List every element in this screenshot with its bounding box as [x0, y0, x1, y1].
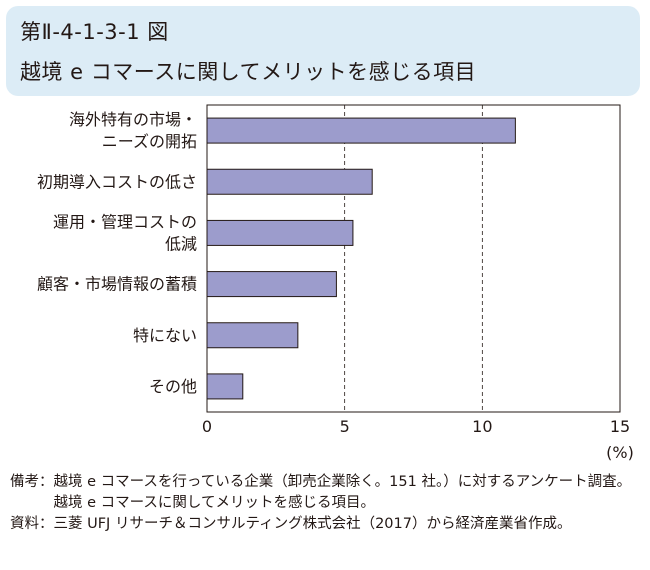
x-tick-label-0: 0 — [202, 417, 212, 436]
note-source: 資料： 三菱 UFJ リサーチ＆コンサルティング株式会社（2017）から経済産業… — [10, 514, 642, 535]
note-remarks: 備考： 越境 e コマースを行っている企業（卸売企業除く。151 社。）に対する… — [10, 472, 642, 514]
note-remarks-label: 備考： — [10, 474, 54, 490]
bar-3 — [206, 271, 337, 298]
category-label-0-1: ニーズの開拓 — [102, 132, 197, 151]
bar-1 — [206, 168, 373, 195]
x-tick-label-1: 5 — [340, 417, 350, 436]
category-label-2-0: 運用・管理コストの — [53, 212, 197, 231]
chart-title: 越境 e コマースに関してメリットを感じる項目 — [20, 60, 477, 84]
bar-chart: 海外特有の市場・ニーズの開拓初期導入コストの低さ運用・管理コストの低減顧客・市場… — [37, 104, 634, 462]
category-label-2-1: 低減 — [165, 234, 197, 253]
category-label-1: 初期導入コストの低さ — [37, 172, 197, 191]
bar-4 — [206, 322, 299, 349]
note-source-label: 資料： — [10, 516, 54, 532]
note-remarks-text: 越境 e コマースを行っている企業（卸売企業除く。151 社。）に対するアンケー… — [53, 474, 632, 511]
figure-header: 第Ⅱ-4-1-3-1 図 越境 e コマースに関してメリットを感じる項目 — [6, 6, 640, 96]
category-label-4: 特にない — [133, 326, 197, 345]
category-label-3: 顧客・市場情報の蓄積 — [37, 275, 197, 294]
x-unit-label: (%) — [606, 443, 634, 462]
note-source-text: 三菱 UFJ リサーチ＆コンサルティング株式会社（2017）から経済産業省作成。 — [53, 516, 572, 532]
x-tick-label-3: 15 — [610, 417, 630, 436]
notes: 備考： 越境 e コマースを行っている企業（卸売企業除く。151 社。）に対する… — [10, 472, 642, 535]
figure-number: 第Ⅱ-4-1-3-1 図 — [20, 20, 169, 44]
bar-2 — [206, 219, 354, 246]
plot-frame — [206, 104, 621, 413]
bar-0 — [206, 117, 516, 144]
category-label-0-0: 海外特有の市場・ — [69, 110, 197, 129]
bar-5 — [206, 373, 244, 400]
category-label-5: その他 — [149, 377, 197, 396]
x-tick-label-2: 10 — [472, 417, 492, 436]
